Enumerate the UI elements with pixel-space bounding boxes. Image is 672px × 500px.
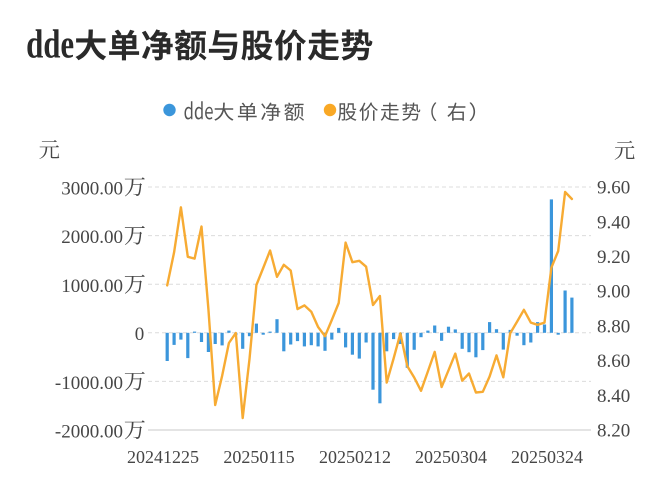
svg-text:0: 0 bbox=[135, 324, 145, 345]
svg-text:9.00: 9.00 bbox=[597, 282, 630, 303]
svg-text:1000.00: 1000.00 bbox=[61, 276, 123, 297]
svg-text:9.20: 9.20 bbox=[597, 247, 630, 268]
svg-text:20241225: 20241225 bbox=[127, 447, 199, 467]
svg-text:9.40: 9.40 bbox=[597, 212, 630, 233]
svg-text:2000.00: 2000.00 bbox=[61, 227, 123, 248]
svg-text:8.20: 8.20 bbox=[597, 421, 630, 442]
svg-text:20250212: 20250212 bbox=[319, 447, 391, 467]
svg-text:8.40: 8.40 bbox=[597, 386, 630, 407]
svg-text:20250324: 20250324 bbox=[511, 447, 583, 467]
svg-text:8.60: 8.60 bbox=[597, 351, 630, 372]
svg-text:8.80: 8.80 bbox=[597, 317, 630, 338]
svg-text:-1000.00: -1000.00 bbox=[55, 373, 123, 394]
svg-text:-2000.00: -2000.00 bbox=[55, 422, 123, 443]
svg-text:20250304: 20250304 bbox=[415, 447, 487, 467]
svg-text:3000.00: 3000.00 bbox=[61, 179, 123, 200]
svg-text:9.60: 9.60 bbox=[597, 178, 630, 199]
svg-text:20250115: 20250115 bbox=[223, 447, 294, 467]
